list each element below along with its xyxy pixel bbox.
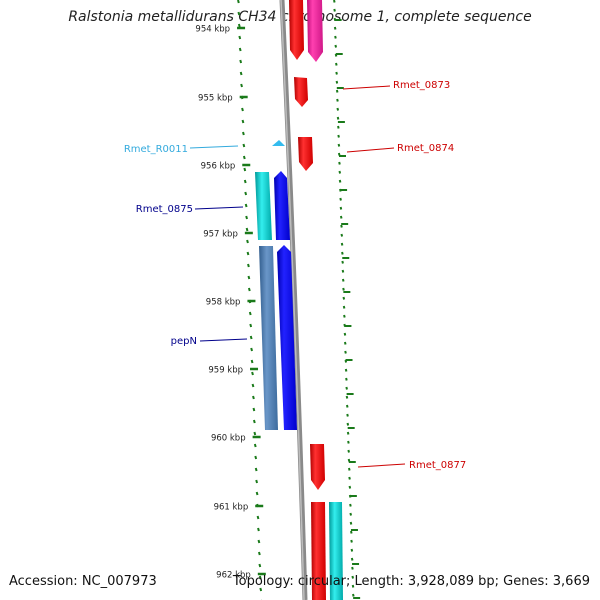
gene-label[interactable]: Rmet_0873	[393, 80, 450, 91]
ruler-track	[237, 0, 266, 600]
gene-label-leader	[357, 463, 406, 468]
gene-labels: Rmet_0873 Rmet_0874 Rmet_R0011 Rmet_0875pep…	[124, 80, 466, 471]
ruler-labels: 954 kbp 955 kbp 956 kbp 957 kbp 958 kbp 959 k…	[195, 25, 250, 581]
ruler-tick-label: 958 kbp	[206, 298, 241, 308]
gene-rmet-r0011-arrow[interactable]	[272, 140, 285, 146]
accession-text: Accession: NC_007973	[9, 574, 157, 589]
ruler-tick-label: 957 kbp	[203, 230, 238, 240]
chromosome-backbone	[279, 0, 308, 600]
gene-rmet-0875-blue[interactable]	[274, 171, 290, 240]
gene-label-leader	[189, 145, 239, 149]
gene-label-leader	[194, 206, 244, 210]
topology-summary: Topology: circular; Length: 3,928,089 bp…	[232, 574, 590, 589]
ruler-tick-label: 961 kbp	[214, 503, 249, 513]
gene-feature-magenta[interactable]	[307, 0, 323, 62]
reverse-genes	[255, 140, 297, 430]
gene-label-leader	[346, 147, 395, 153]
gene-label[interactable]: Rmet_0875	[136, 204, 193, 215]
gene-label[interactable]: Rmet_0874	[397, 143, 454, 154]
gene-pepn-steel[interactable]	[259, 246, 278, 430]
gene-label-leader	[199, 338, 248, 342]
outer-tick-track	[333, 0, 361, 599]
gene-pepn-blue[interactable]	[277, 245, 297, 430]
gene-label[interactable]: pepN	[171, 336, 197, 347]
gene-rmet-0873-arrow[interactable]	[294, 77, 308, 107]
ruler-tick-label: 962 kbp	[216, 571, 251, 581]
gene-feature-red-lower[interactable]	[311, 502, 326, 600]
gene-rmet-0875-cyan[interactable]	[255, 172, 272, 240]
ruler-tick-label: 954 kbp	[195, 25, 230, 35]
gene-feature-red[interactable]	[289, 0, 304, 60]
ruler-tick-label: 956 kbp	[201, 162, 236, 172]
gene-label-leader	[342, 85, 391, 90]
forward-genes	[289, 0, 343, 600]
ruler-tick-label: 955 kbp	[198, 94, 233, 104]
gene-rmet-0874-arrow[interactable]	[298, 137, 313, 171]
gene-feature-cyan-lower[interactable]	[329, 502, 343, 600]
gene-label[interactable]: Rmet_0877	[409, 460, 466, 471]
ruler-tick-label: 959 kbp	[208, 366, 243, 376]
ruler-tick-label: 960 kbp	[211, 434, 246, 444]
gene-label[interactable]: Rmet_R0011	[124, 144, 188, 155]
gene-rmet-0877-arrow[interactable]	[310, 444, 325, 490]
